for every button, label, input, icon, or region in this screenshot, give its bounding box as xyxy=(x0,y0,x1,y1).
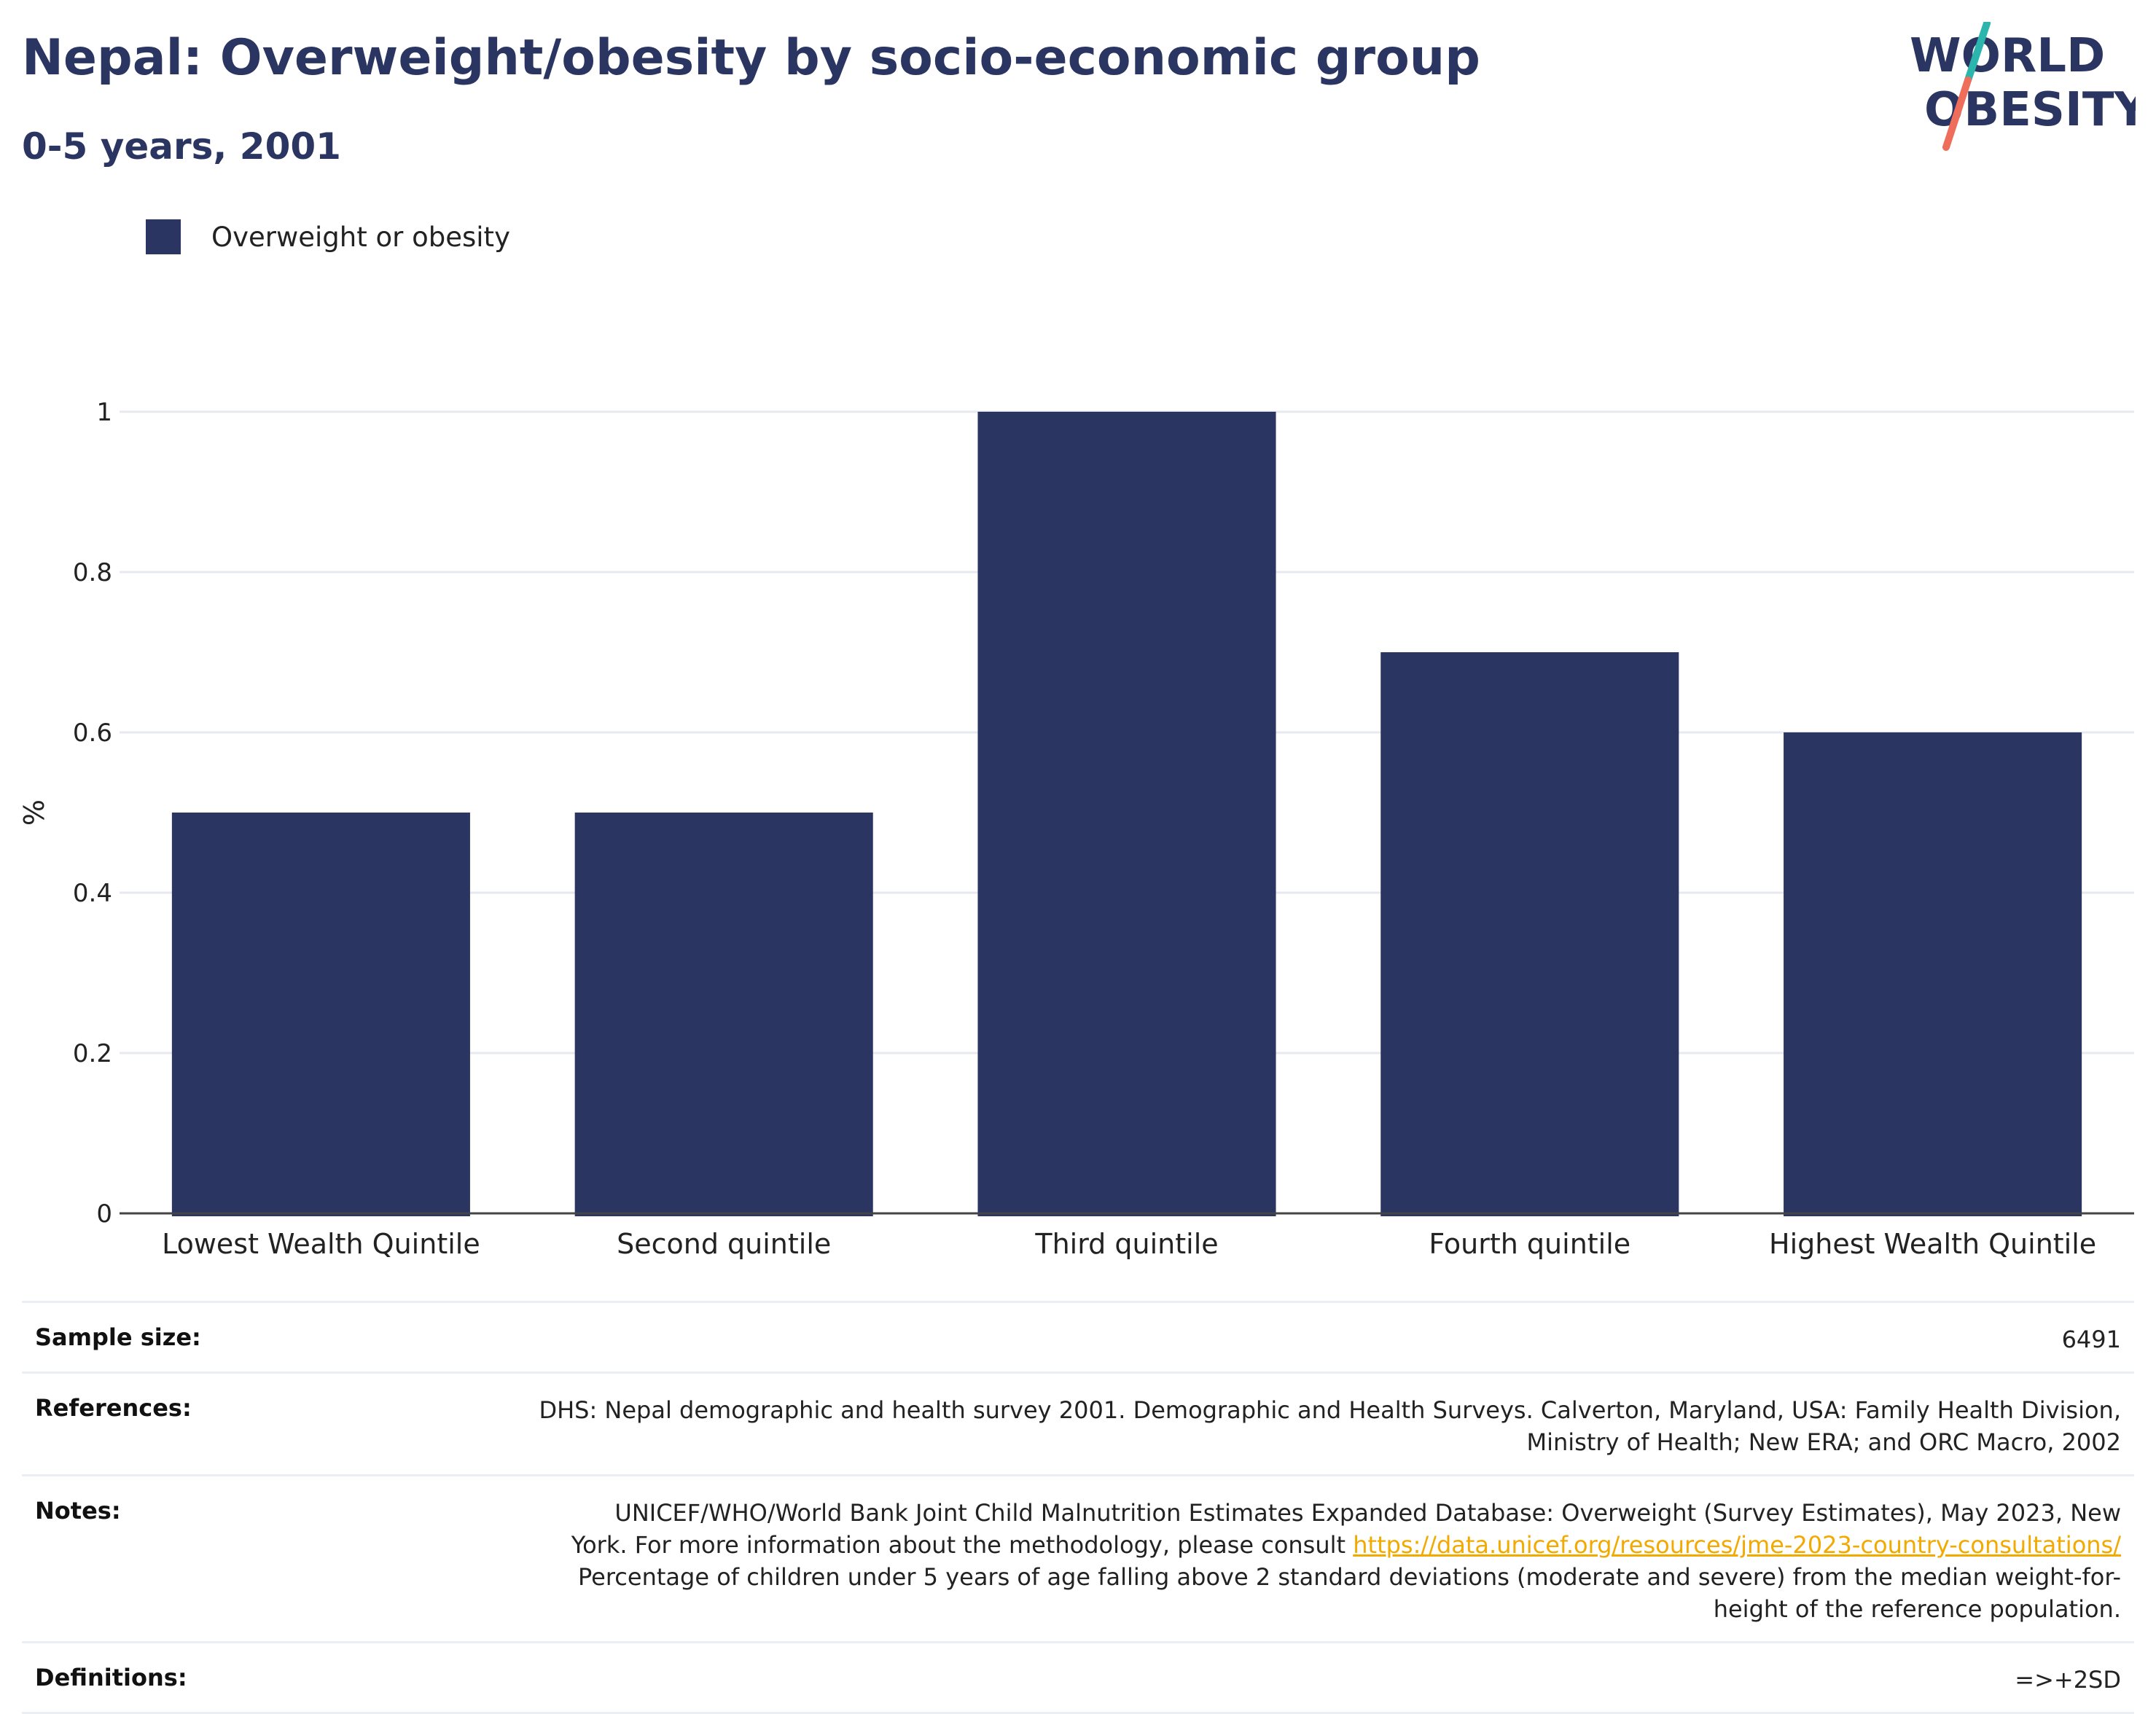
y-tick-label: 0.2 xyxy=(73,1039,112,1068)
chart-title: Nepal: Overweight/obesity by socio-econo… xyxy=(22,29,1480,87)
logo-slash-bottom xyxy=(1942,77,1972,151)
bar xyxy=(171,813,470,1216)
references-label: References: xyxy=(35,1394,192,1422)
references-line2: Ministry of Health; New ERA; and ORC Mac… xyxy=(1526,1428,2121,1456)
references-value: DHS: Nepal demographic and health survey… xyxy=(539,1394,2121,1458)
x-tick-label: Third quintile xyxy=(1034,1228,1218,1260)
notes-line4: height of the reference population. xyxy=(1713,1595,2121,1623)
y-tick-label: 0.8 xyxy=(73,558,112,587)
bar xyxy=(1380,652,1679,1216)
bars xyxy=(171,412,2082,1216)
y-tick-label: 0 xyxy=(96,1200,112,1229)
bar xyxy=(977,412,1276,1216)
bar-chart: 0 0.2 0.4 0.6 0.8 1 Lowest Wealth Quintile Sec… xyxy=(18,398,2134,1260)
notes-value: UNICEF/WHO/World Bank Joint Child Malnut… xyxy=(571,1497,2121,1625)
chart-subtitle: 0-5 years, 2001 xyxy=(22,125,341,168)
world-obesity-logo: WORLD OBESITY xyxy=(1910,22,2136,151)
y-tick-label: 1 xyxy=(96,398,112,427)
chart-legend: Overweight or obesity xyxy=(146,215,510,259)
sample-size-label: Sample size: xyxy=(35,1323,201,1351)
notes-label: Notes: xyxy=(35,1497,121,1525)
notes-line1: UNICEF/WHO/World Bank Joint Child Malnut… xyxy=(614,1499,2121,1527)
logo-line1: WORLD xyxy=(1910,29,2105,83)
jme-consultations-link[interactable]: https://data.unicef.org/resources/jme-20… xyxy=(1353,1531,2121,1559)
info-row-references: References: DHS: Nepal demographic and h… xyxy=(22,1374,2134,1476)
x-tick-label: Highest Wealth Quintile xyxy=(1769,1228,2096,1260)
x-tick-label: Second quintile xyxy=(617,1228,831,1260)
x-axis-ticks: Lowest Wealth Quintile Second quintile Thi… xyxy=(162,1228,2096,1260)
info-row-notes: Notes: UNICEF/WHO/World Bank Joint Child… xyxy=(22,1476,2134,1643)
info-table: Sample size: 6491 References: DHS: Nepal… xyxy=(22,1301,2134,1714)
y-tick-label: 0.6 xyxy=(73,719,112,748)
x-tick-label: Lowest Wealth Quintile xyxy=(162,1228,480,1260)
y-axis-title: % xyxy=(18,799,50,826)
info-row-definitions: Definitions: =>+2SD xyxy=(22,1643,2134,1714)
legend-swatch xyxy=(146,219,181,254)
references-line1: DHS: Nepal demographic and health survey… xyxy=(539,1396,2121,1424)
y-axis-ticks: 0 0.2 0.4 0.6 0.8 1 xyxy=(73,398,112,1229)
x-tick-label: Fourth quintile xyxy=(1429,1228,1630,1260)
bar xyxy=(574,813,873,1216)
sample-size-value: 6491 xyxy=(2061,1326,2121,1353)
notes-line2: York. For more information about the met… xyxy=(571,1531,1354,1559)
y-tick-label: 0.4 xyxy=(73,879,112,908)
bar xyxy=(1784,732,2082,1216)
definitions-value: =>+2SD xyxy=(2015,1666,2121,1694)
logo-slash-top xyxy=(1964,22,1991,84)
definitions-label: Definitions: xyxy=(35,1664,187,1691)
info-row-sample-size: Sample size: 6491 xyxy=(22,1303,2134,1374)
legend-label: Overweight or obesity xyxy=(211,221,510,253)
notes-line3: Percentage of children under 5 years of … xyxy=(578,1563,2121,1591)
